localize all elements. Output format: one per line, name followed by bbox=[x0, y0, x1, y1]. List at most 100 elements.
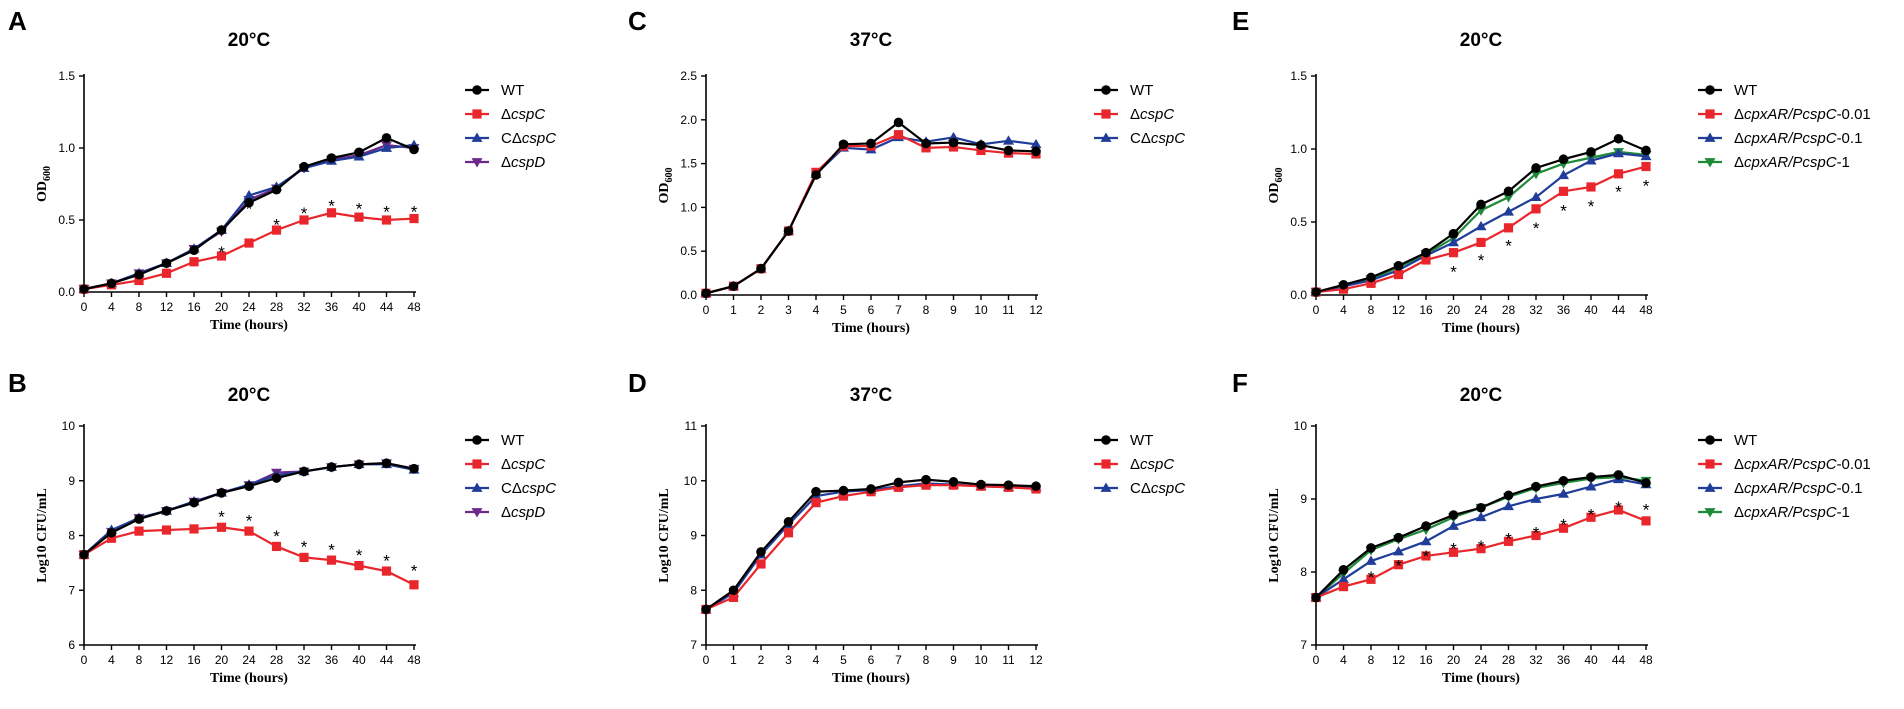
data-point bbox=[244, 526, 254, 536]
x-tick-label: 10 bbox=[974, 653, 988, 667]
legend-suffix: -0.1 bbox=[1837, 480, 1863, 497]
legend-prefix: CΔ bbox=[1130, 480, 1151, 497]
legend-marker bbox=[1101, 459, 1111, 469]
legend-label: CΔcspC bbox=[1130, 480, 1185, 497]
data-point bbox=[1031, 481, 1041, 492]
data-point bbox=[838, 485, 849, 496]
data-point bbox=[783, 517, 794, 527]
data-point bbox=[1448, 248, 1459, 258]
legend-label: ΔcpxAR/PcspC-0.1 bbox=[1734, 480, 1862, 497]
panel-title: 20°C bbox=[1460, 30, 1503, 51]
legend-marker bbox=[1704, 482, 1716, 492]
legend-entry: WT bbox=[1094, 432, 1153, 449]
data-point bbox=[381, 133, 392, 143]
data-point bbox=[106, 527, 117, 538]
data-point bbox=[161, 268, 172, 278]
series-line bbox=[83, 462, 415, 556]
x-tick-label: 4 bbox=[1340, 303, 1347, 317]
y-tick-label: 0.0 bbox=[1290, 288, 1307, 302]
x-tick-label: 6 bbox=[868, 653, 875, 667]
data-point bbox=[1393, 261, 1404, 271]
y-tick-label: 0.5 bbox=[1290, 215, 1307, 229]
data-point bbox=[1366, 278, 1376, 288]
x-tick-label: 28 bbox=[270, 653, 284, 667]
significance-star: * bbox=[383, 551, 390, 570]
data-point bbox=[866, 484, 876, 494]
legend-marker bbox=[471, 132, 483, 142]
data-point bbox=[701, 288, 711, 299]
x-tick-label: 16 bbox=[1419, 653, 1433, 667]
legend-italic: cspC bbox=[522, 480, 556, 497]
legend-marker bbox=[472, 109, 482, 119]
legend-label: ΔcspC bbox=[1130, 456, 1174, 473]
x-tick-label: 36 bbox=[1557, 653, 1571, 667]
data-point bbox=[1366, 272, 1376, 283]
x-tick-label: 9 bbox=[950, 303, 957, 317]
data-point bbox=[1476, 199, 1486, 210]
x-tick-label: 48 bbox=[1639, 303, 1653, 317]
legend-prefix: Δ bbox=[1734, 106, 1744, 123]
legend-suffix: WT bbox=[1734, 82, 1757, 99]
significance-star: * bbox=[1643, 500, 1650, 519]
y-axis-label: Log10 CFU/mL bbox=[1267, 488, 1282, 583]
x-tick-label: 48 bbox=[1639, 653, 1653, 667]
x-tick-label: 4 bbox=[108, 653, 115, 667]
data-point bbox=[409, 213, 419, 224]
data-point bbox=[1558, 488, 1569, 498]
y-tick-label: 10 bbox=[1294, 419, 1308, 433]
data-point bbox=[893, 482, 904, 492]
x-tick-label: 36 bbox=[1557, 303, 1571, 317]
x-tick-label: 12 bbox=[160, 653, 174, 667]
data-point bbox=[161, 525, 172, 535]
legend-marker bbox=[1705, 85, 1715, 95]
series-cspd bbox=[78, 459, 420, 561]
legend-italic: cspD bbox=[511, 504, 545, 521]
legend-label: ΔcspC bbox=[501, 456, 545, 473]
series-wt bbox=[701, 117, 1041, 299]
data-point bbox=[811, 170, 821, 180]
significance-star: * bbox=[356, 546, 363, 565]
data-point bbox=[1365, 555, 1377, 565]
data-point bbox=[1558, 475, 1569, 486]
data-point bbox=[1311, 592, 1321, 603]
x-tick-label: 24 bbox=[1474, 303, 1488, 317]
data-point bbox=[381, 566, 392, 576]
data-point bbox=[271, 184, 282, 195]
x-tick-label: 16 bbox=[187, 653, 201, 667]
significance-star: * bbox=[1450, 540, 1457, 559]
data-point bbox=[1503, 193, 1514, 203]
data-point bbox=[921, 474, 931, 485]
legend-prefix: Δ bbox=[501, 106, 511, 123]
data-point bbox=[243, 190, 255, 200]
legend-entry: ΔcpxAR/PcspC-0.1 bbox=[1698, 480, 1862, 497]
data-point bbox=[244, 197, 254, 208]
data-point bbox=[299, 161, 309, 172]
data-point bbox=[216, 487, 227, 498]
legend-marker bbox=[471, 508, 483, 518]
y-tick-label: 10 bbox=[684, 474, 698, 488]
legend-suffix: -0.01 bbox=[1837, 456, 1871, 473]
data-point bbox=[1613, 505, 1624, 515]
data-point bbox=[976, 145, 986, 156]
data-point bbox=[1420, 535, 1432, 546]
legend-marker bbox=[472, 85, 482, 95]
legend-label: ΔcpxAR/PcspC-0.1 bbox=[1734, 130, 1862, 147]
data-point bbox=[1476, 544, 1486, 554]
data-point bbox=[326, 208, 337, 218]
data-point bbox=[354, 459, 364, 470]
data-point bbox=[189, 257, 199, 267]
data-point bbox=[783, 226, 794, 236]
y-axis-label-subscript: 600 bbox=[42, 166, 53, 181]
panel-title: 37°C bbox=[850, 30, 893, 51]
significance-star: * bbox=[1560, 516, 1567, 535]
series-cspc bbox=[701, 480, 1041, 615]
x-tick-label: 2 bbox=[758, 303, 765, 317]
data-point bbox=[1503, 490, 1514, 501]
x-tick-label: 28 bbox=[270, 300, 284, 314]
significance-star: * bbox=[301, 538, 308, 557]
data-point bbox=[354, 147, 364, 158]
x-tick-label: 7 bbox=[895, 653, 902, 667]
legend-entry: ΔcpxAR/PcspC-1 bbox=[1698, 504, 1850, 521]
